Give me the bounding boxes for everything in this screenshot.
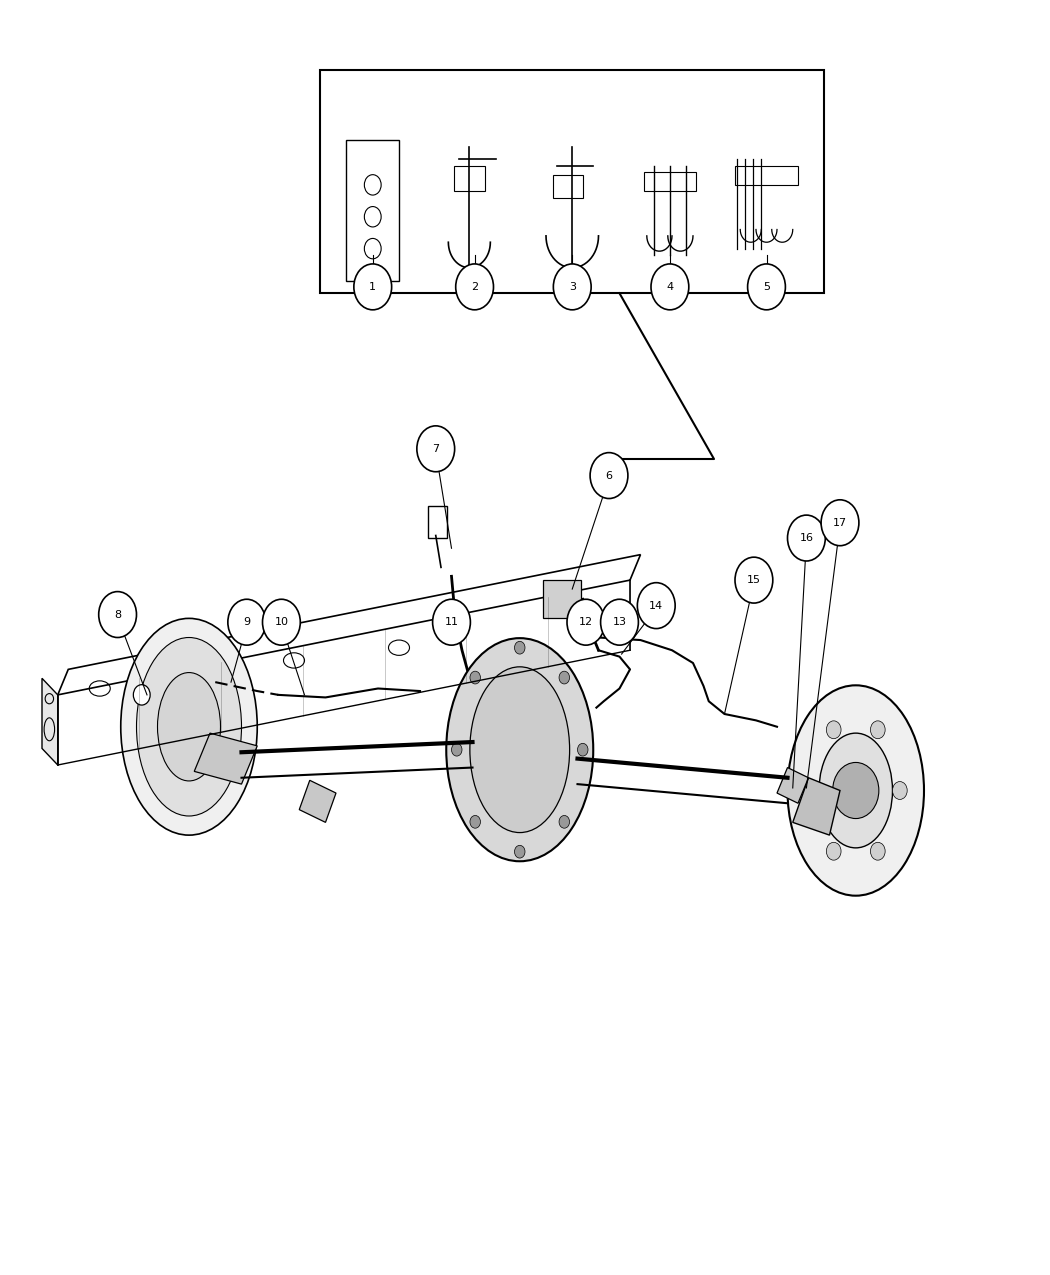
- Text: 11: 11: [444, 617, 459, 627]
- Text: 14: 14: [649, 601, 664, 611]
- Circle shape: [354, 264, 392, 310]
- Text: 9: 9: [244, 617, 250, 627]
- Circle shape: [602, 613, 616, 631]
- Polygon shape: [793, 778, 840, 835]
- Bar: [553, 175, 583, 198]
- Circle shape: [514, 845, 525, 858]
- Circle shape: [456, 264, 493, 310]
- Circle shape: [99, 592, 136, 638]
- Circle shape: [514, 641, 525, 654]
- Circle shape: [826, 843, 841, 861]
- Circle shape: [788, 515, 825, 561]
- Ellipse shape: [446, 639, 593, 862]
- Text: 17: 17: [833, 518, 847, 528]
- Circle shape: [579, 609, 593, 627]
- Bar: [735, 166, 798, 185]
- Circle shape: [452, 743, 462, 756]
- Polygon shape: [299, 780, 336, 822]
- Circle shape: [821, 500, 859, 546]
- Ellipse shape: [470, 667, 569, 833]
- Circle shape: [559, 671, 569, 683]
- Ellipse shape: [788, 686, 924, 895]
- Circle shape: [870, 843, 885, 861]
- Bar: [543, 580, 581, 618]
- Circle shape: [601, 599, 638, 645]
- Circle shape: [133, 685, 150, 705]
- Polygon shape: [777, 768, 808, 803]
- Circle shape: [590, 453, 628, 499]
- Text: 6: 6: [606, 470, 612, 481]
- Ellipse shape: [158, 673, 220, 780]
- Circle shape: [228, 599, 266, 645]
- Circle shape: [748, 264, 785, 310]
- Circle shape: [833, 762, 879, 819]
- Circle shape: [470, 816, 481, 829]
- Circle shape: [735, 557, 773, 603]
- Circle shape: [262, 599, 300, 645]
- Circle shape: [651, 264, 689, 310]
- Bar: [428, 506, 447, 538]
- Ellipse shape: [819, 733, 892, 848]
- Text: 3: 3: [569, 282, 575, 292]
- Circle shape: [470, 671, 481, 683]
- Bar: [346, 140, 399, 280]
- Text: 13: 13: [612, 617, 627, 627]
- Circle shape: [804, 782, 819, 799]
- Text: 16: 16: [799, 533, 814, 543]
- Text: 2: 2: [471, 282, 478, 292]
- Text: 10: 10: [274, 617, 289, 627]
- Text: 7: 7: [433, 444, 439, 454]
- Circle shape: [578, 743, 588, 756]
- Text: 8: 8: [114, 609, 121, 620]
- Circle shape: [826, 720, 841, 738]
- Bar: [454, 166, 485, 191]
- Circle shape: [559, 816, 569, 829]
- Circle shape: [637, 583, 675, 629]
- Circle shape: [892, 782, 907, 799]
- Circle shape: [433, 599, 470, 645]
- Ellipse shape: [136, 638, 242, 816]
- Text: 15: 15: [747, 575, 761, 585]
- Circle shape: [567, 599, 605, 645]
- Text: 5: 5: [763, 282, 770, 292]
- Circle shape: [553, 264, 591, 310]
- Circle shape: [870, 720, 885, 738]
- Circle shape: [417, 426, 455, 472]
- Polygon shape: [42, 678, 58, 765]
- Text: 12: 12: [579, 617, 593, 627]
- Text: 1: 1: [370, 282, 376, 292]
- Ellipse shape: [121, 618, 257, 835]
- Circle shape: [443, 611, 460, 631]
- Polygon shape: [194, 733, 257, 784]
- Bar: [644, 172, 696, 191]
- Bar: [320, 70, 824, 293]
- Text: 4: 4: [667, 282, 673, 292]
